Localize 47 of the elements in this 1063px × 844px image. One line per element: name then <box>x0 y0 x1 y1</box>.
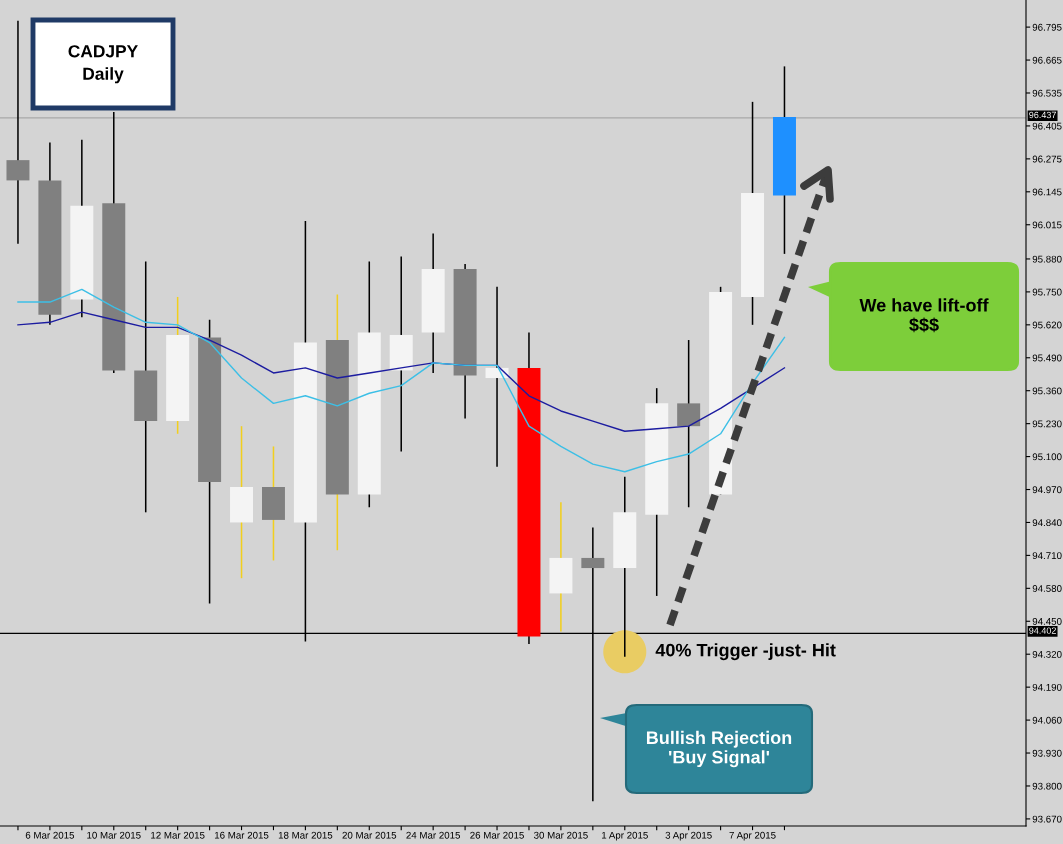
annotation: Bullish Rejection 'Buy Signal' <box>646 730 792 768</box>
x-tick-label: 30 Mar 2015 <box>533 831 588 839</box>
x-tick-label: 26 Mar 2015 <box>470 831 524 839</box>
line-series <box>17 288 786 473</box>
annotation: 40% Trigger -just- Hit <box>655 643 836 661</box>
x-tick-label: 12 Mar 2015 <box>151 831 205 839</box>
x-tick-label: 10 Mar 2015 <box>87 831 141 839</box>
y-tick-label: 93.670 <box>1032 815 1062 823</box>
x-tick-label: 3 Apr 2015 <box>665 831 712 841</box>
y-tick-label: 96.275 <box>1032 155 1062 163</box>
x-tick-label: 18 Mar 2015 <box>278 831 333 839</box>
y-tick-label: 96.665 <box>1032 56 1062 64</box>
y-tick-label: 94.840 <box>1032 519 1062 527</box>
y-tick-label: 95.750 <box>1032 288 1062 296</box>
candlestick <box>6 20 30 245</box>
text: CADJPY Daily <box>68 45 138 84</box>
x-tick-label: 16 Mar 2015 <box>214 831 269 839</box>
y-tick-label: 94.320 <box>1032 650 1062 658</box>
y-tick-label: 95.880 <box>1032 255 1062 263</box>
y-tick-label: 96.145 <box>1032 188 1062 196</box>
y-tick-label: 95.360 <box>1032 387 1062 395</box>
y-tick-label: 93.800 <box>1032 782 1062 790</box>
x-tick-label: 6 Mar 2015 <box>25 831 75 839</box>
x-tick-label: 20 Mar 2015 <box>342 831 397 839</box>
y-tick-label: 94.450 <box>1032 618 1062 625</box>
x-tick-label: 1 Apr 2015 <box>602 831 648 841</box>
line-series <box>17 311 786 432</box>
y-tick-label: 94.190 <box>1032 683 1062 691</box>
y-tick-label: 96.535 <box>1032 89 1062 97</box>
ref-line-label: 96.437 <box>1029 111 1056 119</box>
y-tick-label: 95.620 <box>1032 321 1062 329</box>
y-tick-label: 93.930 <box>1032 749 1062 757</box>
text: We have lift-off $$$ <box>859 298 989 333</box>
candlestick <box>677 339 701 509</box>
y-tick-label: 94.710 <box>1032 552 1062 560</box>
y-tick-label: 94.580 <box>1032 585 1062 592</box>
y-tick-label: 96.795 <box>1032 23 1062 31</box>
y-tick-label: 96.015 <box>1032 221 1062 229</box>
y-tick-label: 94.970 <box>1032 486 1062 494</box>
y-tick-label: 96.405 <box>1032 122 1062 130</box>
y-tick-label: 94.060 <box>1032 716 1062 724</box>
y-tick-label: 95.230 <box>1032 420 1062 428</box>
y-tick-label: 95.100 <box>1032 453 1062 461</box>
x-tick-label: 7 Apr 2015 <box>729 831 776 841</box>
x-tick-label: 24 Mar 2015 <box>406 831 461 839</box>
y-tick-label: 95.490 <box>1032 354 1062 362</box>
ref-line-label: 94.402 <box>1029 627 1056 634</box>
